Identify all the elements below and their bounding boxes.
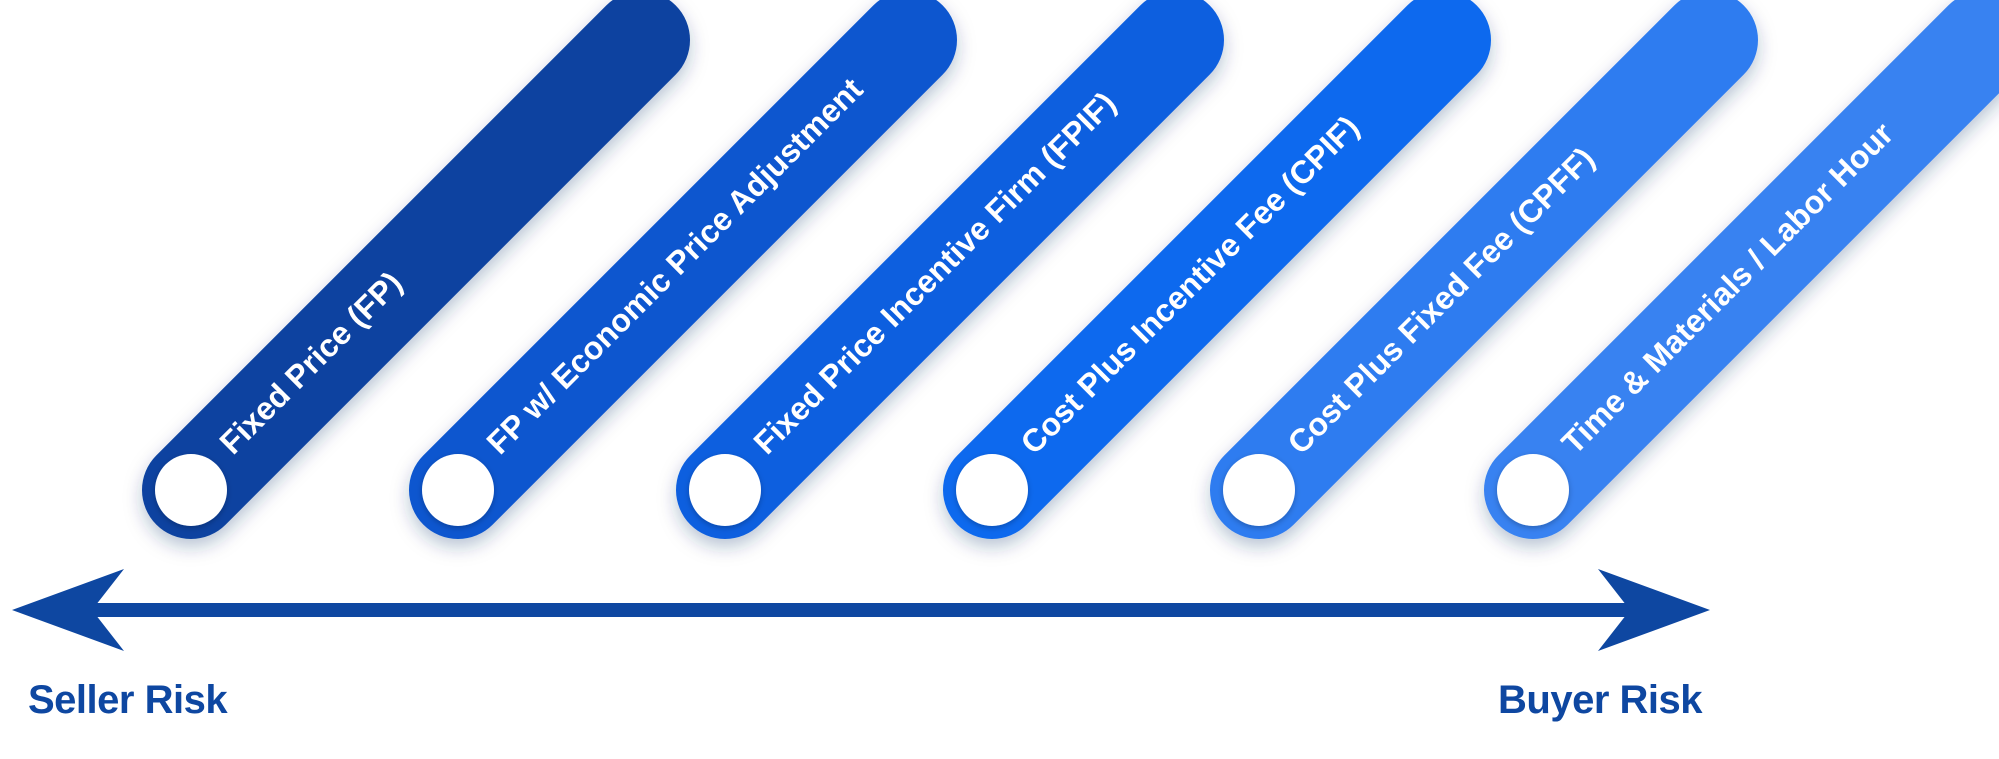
pill-bar (1484, 0, 1999, 539)
pill-circle-marker (956, 454, 1028, 526)
contract-pill-fixed-price-incentive-firm-fpif: Fixed Price Incentive Firm (FPIF) (676, 0, 1224, 539)
pill-circle-marker (1497, 454, 1569, 526)
arrow-right-icon (1598, 569, 1710, 651)
contract-pill-cost-plus-incentive-fee-cpif: Cost Plus Incentive Fee (CPIF) (943, 0, 1491, 539)
seller-risk-label: Seller Risk (28, 678, 228, 722)
contract-pill-fp-w-economic-price-adjustment: FP w/ Economic Price Adjustment (409, 0, 957, 539)
pill-bar (676, 0, 1224, 539)
pill-circle-marker (155, 454, 227, 526)
pill-bar (943, 0, 1491, 539)
contract-type-pills: Fixed Price (FP) FP w/ Economic Price Adj… (142, 0, 1999, 539)
pill-circle-marker (689, 454, 761, 526)
arrow-left-icon (12, 569, 124, 651)
pill-bar (142, 0, 690, 539)
risk-axis-arrow (12, 569, 1710, 651)
pill-bar (409, 0, 957, 539)
pill-circle-marker (1223, 454, 1295, 526)
pill-circle-marker (422, 454, 494, 526)
buyer-risk-label: Buyer Risk (1498, 678, 1702, 722)
pill-bar (1210, 0, 1758, 539)
contract-pill-fixed-price-fp: Fixed Price (FP) (142, 0, 690, 539)
